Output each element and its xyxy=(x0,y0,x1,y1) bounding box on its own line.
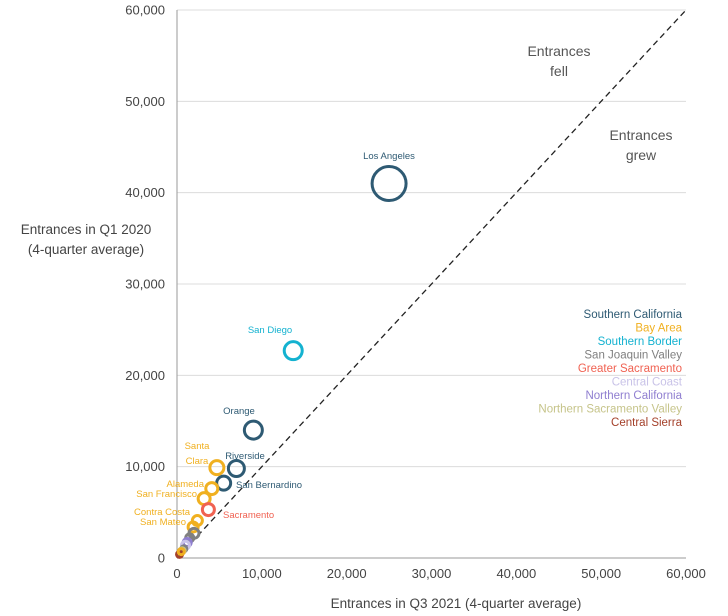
point-los-angeles xyxy=(370,165,408,203)
point-riverside xyxy=(226,458,246,478)
point-label-sacramento: Sacramento xyxy=(223,510,274,521)
data-points xyxy=(175,165,408,559)
y-tick-label-3: 30,000 xyxy=(125,277,165,292)
annotation-entrances-grew-line-2: grew xyxy=(626,147,657,163)
point-label-san-diego: San Diego xyxy=(248,325,292,336)
legend-item-greater-sacramento: Greater Sacramento xyxy=(578,363,682,375)
legend-item-bay-area: Bay Area xyxy=(635,323,682,335)
x-tick-label-1: 10,000 xyxy=(242,566,282,581)
x-tick-label-4: 40,000 xyxy=(496,566,536,581)
y-axis-title-line-1: Entrances in Q1 2020 xyxy=(21,222,152,237)
point-label-santa-clara-line-1: Santa xyxy=(185,441,211,452)
point-sacramento xyxy=(200,502,216,518)
point-label-riverside: Riverside xyxy=(225,451,265,462)
legend-item-northern-sacramento-valley: Northern Sacramento Valley xyxy=(538,404,682,416)
x-tick-label-0: 0 xyxy=(173,566,180,581)
point-label-alameda: Alameda xyxy=(167,479,205,490)
x-tick-label-5: 50,000 xyxy=(581,566,621,581)
legend-item-southern-california: Southern California xyxy=(584,309,683,321)
point-label-santa-clara-line-2: Clara xyxy=(186,456,209,467)
annotation-entrances-fell-line-1: Entrances xyxy=(527,43,590,59)
y-tick-label-5: 50,000 xyxy=(125,94,165,109)
x-tick-label-6: 60,000 xyxy=(666,566,706,581)
point-san-diego xyxy=(282,340,304,362)
legend-item-central-coast: Central Coast xyxy=(612,377,683,389)
point-label-san-francisco: San Francisco xyxy=(136,489,197,500)
x-tick-label-3: 30,000 xyxy=(412,566,452,581)
annotation-entrances-grew-line-1: Entrances xyxy=(609,127,672,143)
legend-item-northern-california: Northern California xyxy=(585,390,682,402)
y-tick-label-6: 60,000 xyxy=(125,3,165,18)
x-axis-title: Entrances in Q3 2021 (4-quarter average) xyxy=(331,596,582,611)
point-label-contra-costa: Contra Costa xyxy=(134,507,191,518)
point-san-mateo xyxy=(186,520,200,534)
legend-item-southern-border: Southern Border xyxy=(598,336,683,348)
y-tick-label-2: 20,000 xyxy=(125,368,165,383)
point-orange xyxy=(242,419,264,441)
legend-item-san-joaquin-valley: San Joaquin Valley xyxy=(584,350,682,362)
equality-reference-line xyxy=(176,9,687,559)
y-axis-title-line-2: (4-quarter average) xyxy=(28,242,144,257)
point-label-san-bernardino: San Bernardino xyxy=(236,480,302,491)
annotation-entrances-fell-line-2: fell xyxy=(550,63,568,79)
point-label-san-mateo: San Mateo xyxy=(140,517,186,528)
x-tick-label-2: 20,000 xyxy=(327,566,367,581)
point-santa-clara xyxy=(208,459,226,477)
y-tick-label-0: 0 xyxy=(158,551,165,566)
point-alameda xyxy=(204,481,220,497)
y-tick-label-4: 40,000 xyxy=(125,185,165,200)
y-tick-label-1: 10,000 xyxy=(125,459,165,474)
point-label-los-angeles: Los Angeles xyxy=(363,151,415,162)
point-labels: Los Angeles San Diego Orange Riverside San B… xyxy=(134,151,415,528)
legend-item-central-sierra: Central Sierra xyxy=(611,417,683,429)
point-unlabeled-18 xyxy=(176,547,186,557)
tick-labels: 0 10,000 20,000 30,000 40,000 50,000 60,000 0 10… xyxy=(125,3,706,582)
point-label-orange: Orange xyxy=(223,406,255,417)
